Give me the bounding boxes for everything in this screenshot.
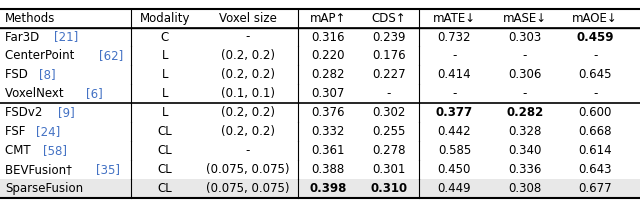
Text: SparseFusion: SparseFusion xyxy=(5,182,83,195)
Text: 0.450: 0.450 xyxy=(438,163,471,176)
Text: -: - xyxy=(246,31,250,44)
Text: 0.308: 0.308 xyxy=(508,182,541,195)
Text: 0.388: 0.388 xyxy=(312,163,344,176)
Text: L: L xyxy=(161,87,168,100)
Text: 0.282: 0.282 xyxy=(311,68,345,81)
Text: 0.398: 0.398 xyxy=(309,182,347,195)
Text: FSDv2: FSDv2 xyxy=(5,106,46,119)
Text: CL: CL xyxy=(157,125,172,138)
Text: 0.301: 0.301 xyxy=(372,163,406,176)
Text: Methods: Methods xyxy=(5,12,56,25)
Text: 0.414: 0.414 xyxy=(438,68,471,81)
Text: 0.677: 0.677 xyxy=(579,182,612,195)
Text: [58]: [58] xyxy=(43,144,67,157)
Text: C: C xyxy=(161,31,169,44)
Text: -: - xyxy=(523,87,527,100)
Text: (0.2, 0.2): (0.2, 0.2) xyxy=(221,106,275,119)
Text: CenterPoint: CenterPoint xyxy=(5,49,78,62)
Text: 0.459: 0.459 xyxy=(577,31,614,44)
Text: 0.668: 0.668 xyxy=(579,125,612,138)
Text: CDS↑: CDS↑ xyxy=(371,12,406,25)
Text: 0.643: 0.643 xyxy=(579,163,612,176)
Text: mAP↑: mAP↑ xyxy=(310,12,346,25)
Text: 0.328: 0.328 xyxy=(508,125,541,138)
Text: 0.442: 0.442 xyxy=(438,125,471,138)
Text: 0.255: 0.255 xyxy=(372,125,406,138)
Text: CL: CL xyxy=(157,182,172,195)
Text: VoxelNext: VoxelNext xyxy=(5,87,67,100)
Text: -: - xyxy=(523,49,527,62)
Text: 0.614: 0.614 xyxy=(579,144,612,157)
Text: 0.239: 0.239 xyxy=(372,31,406,44)
Text: -: - xyxy=(452,49,456,62)
Text: [35]: [35] xyxy=(96,163,120,176)
Text: 0.449: 0.449 xyxy=(438,182,471,195)
Text: 0.600: 0.600 xyxy=(579,106,612,119)
Text: L: L xyxy=(161,106,168,119)
Text: 0.303: 0.303 xyxy=(508,31,541,44)
Text: 0.302: 0.302 xyxy=(372,106,406,119)
Text: [9]: [9] xyxy=(58,106,75,119)
Text: -: - xyxy=(246,144,250,157)
Text: 0.340: 0.340 xyxy=(508,144,541,157)
Text: [24]: [24] xyxy=(36,125,61,138)
Text: FSD: FSD xyxy=(5,68,32,81)
Text: -: - xyxy=(593,49,597,62)
Text: L: L xyxy=(161,68,168,81)
Text: (0.2, 0.2): (0.2, 0.2) xyxy=(221,49,275,62)
Text: (0.2, 0.2): (0.2, 0.2) xyxy=(221,68,275,81)
Text: -: - xyxy=(387,87,391,100)
Text: 0.377: 0.377 xyxy=(436,106,473,119)
Text: L: L xyxy=(161,49,168,62)
Text: 0.310: 0.310 xyxy=(370,182,408,195)
Text: 0.307: 0.307 xyxy=(311,87,345,100)
Text: 0.336: 0.336 xyxy=(508,163,541,176)
Text: 0.332: 0.332 xyxy=(311,125,345,138)
Text: 0.306: 0.306 xyxy=(508,68,541,81)
Text: 0.376: 0.376 xyxy=(311,106,345,119)
Text: FSF: FSF xyxy=(5,125,29,138)
Text: CMT: CMT xyxy=(5,144,35,157)
Bar xyxy=(0,179,640,197)
Text: Voxel size: Voxel size xyxy=(219,12,277,25)
Text: [21]: [21] xyxy=(54,31,79,44)
Text: [8]: [8] xyxy=(40,68,56,81)
Text: 0.227: 0.227 xyxy=(372,68,406,81)
Text: 0.282: 0.282 xyxy=(506,106,543,119)
Text: mATE↓: mATE↓ xyxy=(433,12,476,25)
Text: Modality: Modality xyxy=(140,12,190,25)
Text: CL: CL xyxy=(157,144,172,157)
Text: BEVFusion†: BEVFusion† xyxy=(5,163,76,176)
Text: 0.316: 0.316 xyxy=(311,31,345,44)
Text: mAOE↓: mAOE↓ xyxy=(572,12,618,25)
Text: 0.176: 0.176 xyxy=(372,49,406,62)
Text: 0.585: 0.585 xyxy=(438,144,471,157)
Text: 0.220: 0.220 xyxy=(311,49,345,62)
Text: -: - xyxy=(452,87,456,100)
Text: [6]: [6] xyxy=(86,87,102,100)
Text: -: - xyxy=(593,87,597,100)
Text: (0.1, 0.1): (0.1, 0.1) xyxy=(221,87,275,100)
Text: 0.361: 0.361 xyxy=(311,144,345,157)
Text: (0.2, 0.2): (0.2, 0.2) xyxy=(221,125,275,138)
Text: 0.645: 0.645 xyxy=(579,68,612,81)
Text: mASE↓: mASE↓ xyxy=(503,12,547,25)
Text: Far3D: Far3D xyxy=(5,31,43,44)
Text: (0.075, 0.075): (0.075, 0.075) xyxy=(206,182,290,195)
Text: CL: CL xyxy=(157,163,172,176)
Text: 0.278: 0.278 xyxy=(372,144,406,157)
Text: [62]: [62] xyxy=(99,49,124,62)
Text: 0.732: 0.732 xyxy=(438,31,471,44)
Text: (0.075, 0.075): (0.075, 0.075) xyxy=(206,163,290,176)
